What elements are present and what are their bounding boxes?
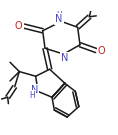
Text: H: H — [29, 91, 35, 100]
Text: N: N — [55, 14, 63, 24]
Text: H: H — [62, 56, 68, 65]
Text: N: N — [31, 85, 38, 95]
Text: H: H — [56, 11, 62, 20]
Text: O: O — [98, 46, 105, 56]
Text: N: N — [61, 53, 69, 63]
Text: O: O — [15, 21, 23, 31]
